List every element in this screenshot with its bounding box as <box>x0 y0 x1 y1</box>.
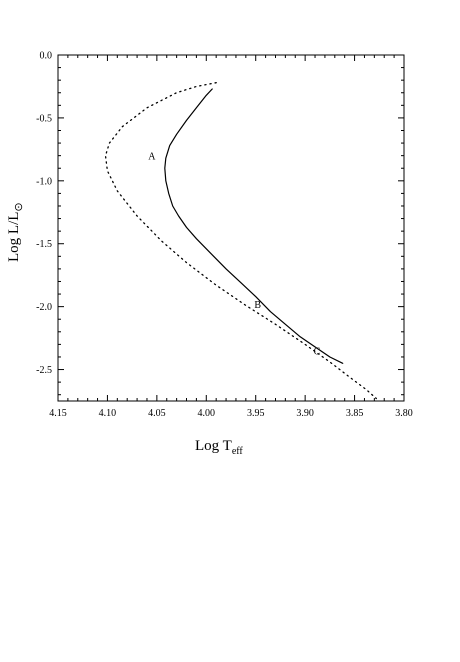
annotations: A B C <box>148 152 320 358</box>
x-axis-title-sub: eff <box>232 446 244 457</box>
x-tick-label: 3.90 <box>296 408 314 419</box>
x-axis-title-main: Log T <box>195 438 232 454</box>
y-axis-title-sub: ⊙ <box>13 202 25 211</box>
plot-frame <box>57 54 405 402</box>
y-tick-label: -0.5 <box>36 113 52 124</box>
x-tick-label: 3.85 <box>346 408 364 419</box>
x-axis-title: Log Teff <box>195 438 243 457</box>
y-tick-label: -1.5 <box>36 239 52 250</box>
x-tick-label: 3.95 <box>247 408 265 419</box>
solid-track-line <box>164 88 344 364</box>
dotted-track-line <box>104 82 377 400</box>
x-tick-label: 4.10 <box>99 408 117 419</box>
x-tick-label: 4.00 <box>198 408 216 419</box>
y-axis-title: Log L/L⊙ <box>6 202 25 262</box>
y-tick-labels: 0.0 -0.5 -1.0 -1.5 -2.0 -2.5 <box>36 51 52 377</box>
y-tick-label: 0.0 <box>40 51 53 62</box>
annotation-label-c: C <box>314 347 321 358</box>
axis-ticks <box>57 54 405 401</box>
x-tick-label: 4.05 <box>148 408 166 419</box>
y-tick-label: -2.5 <box>36 365 52 376</box>
annotation-label-b: B <box>254 300 261 311</box>
x-tick-labels: 4.15 4.10 4.05 4.00 3.95 3.90 3.85 3.80 <box>49 408 413 419</box>
x-tick-label: 4.15 <box>49 408 67 419</box>
series-group <box>104 82 377 400</box>
y-axis-title-main: Log L/L <box>6 212 22 262</box>
y-tick-label: -1.0 <box>36 176 52 187</box>
annotation-label-a: A <box>148 152 156 163</box>
y-tick-label: -2.0 <box>36 302 52 313</box>
x-tick-label: 3.80 <box>395 408 413 419</box>
